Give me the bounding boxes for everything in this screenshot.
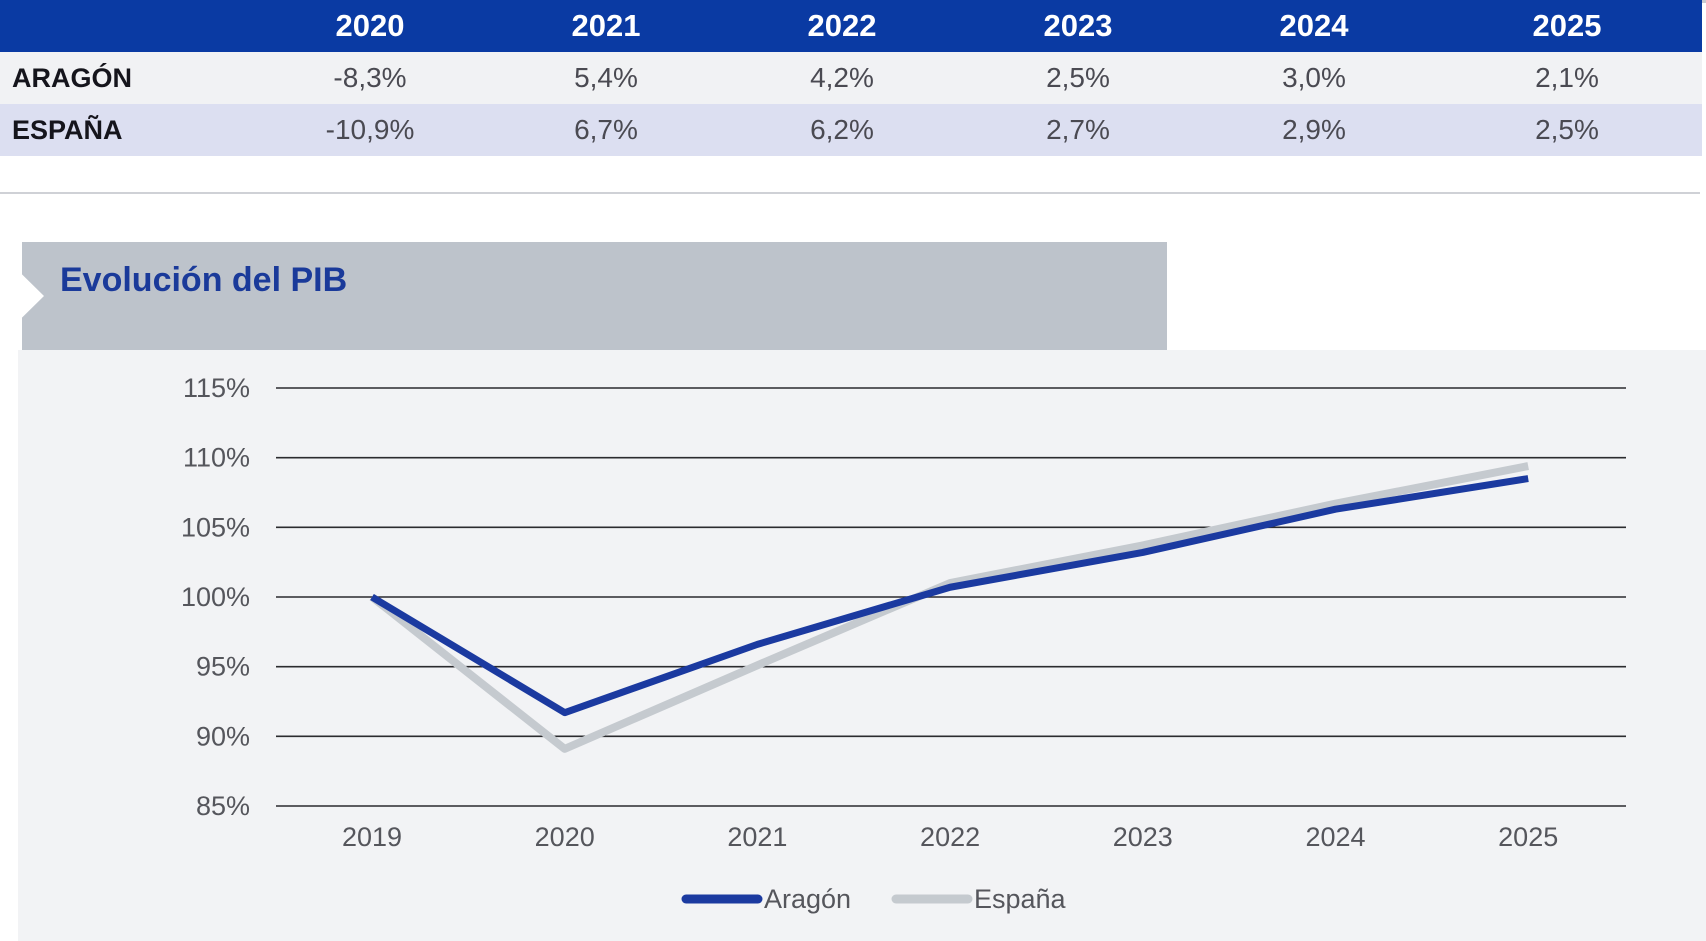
row-label-aragon: ARAGÓN — [12, 62, 132, 93]
table-header-year: 2025 — [1532, 8, 1602, 43]
series-line-aragon — [370, 475, 1529, 717]
table-cell: 3,0% — [1282, 62, 1346, 93]
table-cell: 6,7% — [574, 114, 638, 145]
x-tick-label: 2021 — [727, 822, 787, 852]
table-cell: -10,9% — [325, 114, 415, 145]
table-cell: 5,4% — [574, 62, 638, 93]
chart-title-banner — [22, 242, 1167, 350]
table-cell: 6,2% — [810, 114, 874, 145]
y-tick-label: 95% — [196, 652, 250, 682]
table-corner-cell — [0, 0, 252, 52]
table-row-espana: ESPAÑA -10,9% 6,7% 6,2% 2,7% 2,9% 2,5% — [0, 104, 1702, 156]
table-cell: 4,2% — [810, 62, 874, 93]
table-row-aragon: ARAGÓN -8,3% 5,4% 4,2% 2,5% 3,0% 2,1% — [0, 52, 1702, 104]
section-divider — [0, 192, 1700, 194]
line-chart: 115% 110% 105% 100% 95% 90% 85% 2019 2020 2021 202… — [181, 373, 1626, 914]
table-header-year: 2020 — [335, 8, 405, 43]
y-tick-label: 90% — [196, 721, 250, 751]
table-cell: 2,5% — [1046, 62, 1110, 93]
y-tick-label: 100% — [181, 582, 250, 612]
table-cell: -8,3% — [333, 62, 407, 93]
y-tick-label: 105% — [181, 512, 250, 542]
table-cell: 2,5% — [1535, 114, 1599, 145]
table-cell: 2,7% — [1046, 114, 1110, 145]
chart-title: Evolución del PIB — [60, 261, 348, 299]
table-cell: 2,1% — [1535, 62, 1599, 93]
x-tick-label: 2020 — [535, 822, 595, 852]
x-tick-label: 2019 — [342, 822, 402, 852]
table-cell: 2,9% — [1282, 114, 1346, 145]
x-tick-label: 2025 — [1498, 822, 1558, 852]
y-tick-label: 85% — [196, 791, 250, 821]
table-header-year: 2021 — [571, 8, 641, 43]
chart-panel: 115% 110% 105% 100% 95% 90% 85% 2019 2020 2021 202… — [18, 350, 1706, 941]
table-header-year: 2024 — [1279, 8, 1349, 43]
y-tick-label: 115% — [183, 373, 250, 403]
legend-label: Aragón — [764, 884, 851, 914]
y-tick-label: 110% — [183, 443, 250, 473]
x-tick-label: 2023 — [1113, 822, 1173, 852]
table-header-year: 2023 — [1043, 8, 1113, 43]
x-tick-label: 2024 — [1305, 822, 1365, 852]
gdp-growth-table: 2020 2021 2022 2023 2024 2025 ARAGÓN -8,… — [0, 0, 1702, 156]
table-header-year: 2022 — [807, 8, 877, 43]
top-border-line — [0, 0, 1706, 3]
legend-label: España — [974, 884, 1067, 914]
x-tick-label: 2022 — [920, 822, 980, 852]
row-label-espana: ESPAÑA — [12, 114, 123, 145]
table-header-row: 2020 2021 2022 2023 2024 2025 — [0, 0, 1702, 52]
